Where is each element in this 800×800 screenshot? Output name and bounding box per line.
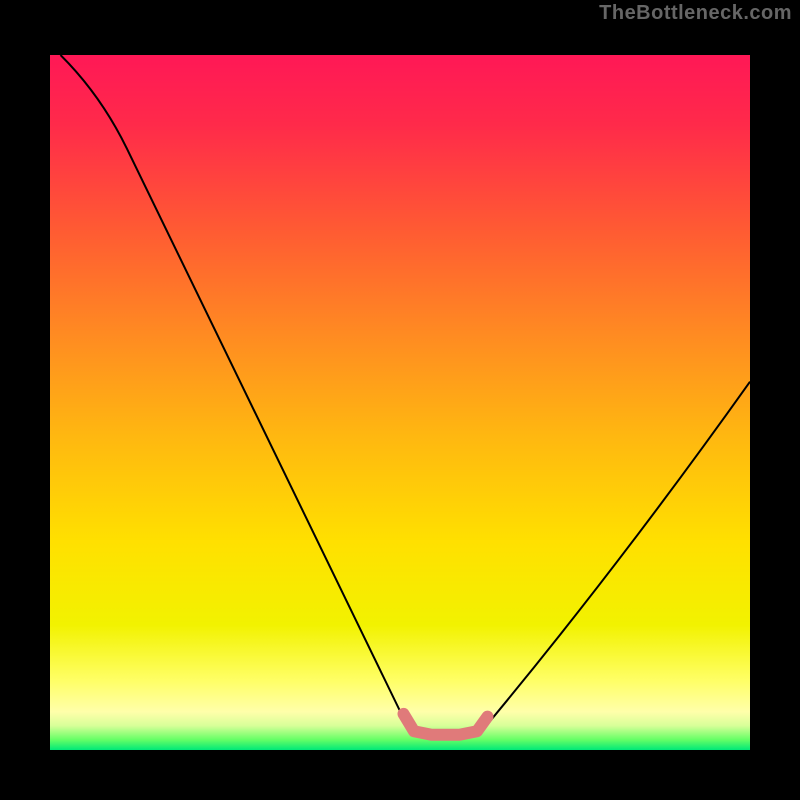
chart-frame (25, 30, 775, 775)
gradient-background (50, 55, 750, 750)
watermark-text: TheBottleneck.com (599, 2, 792, 25)
chart-container: TheBottleneck.com (0, 0, 800, 800)
plot-svg (50, 55, 750, 750)
plot-area (50, 55, 750, 750)
